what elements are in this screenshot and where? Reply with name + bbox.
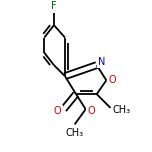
Text: O: O — [54, 106, 62, 116]
Text: F: F — [51, 1, 57, 11]
Text: O: O — [108, 75, 116, 85]
Text: N: N — [98, 57, 105, 67]
Text: CH₃: CH₃ — [66, 128, 84, 138]
Text: O: O — [87, 106, 95, 116]
Text: CH₃: CH₃ — [112, 105, 131, 115]
